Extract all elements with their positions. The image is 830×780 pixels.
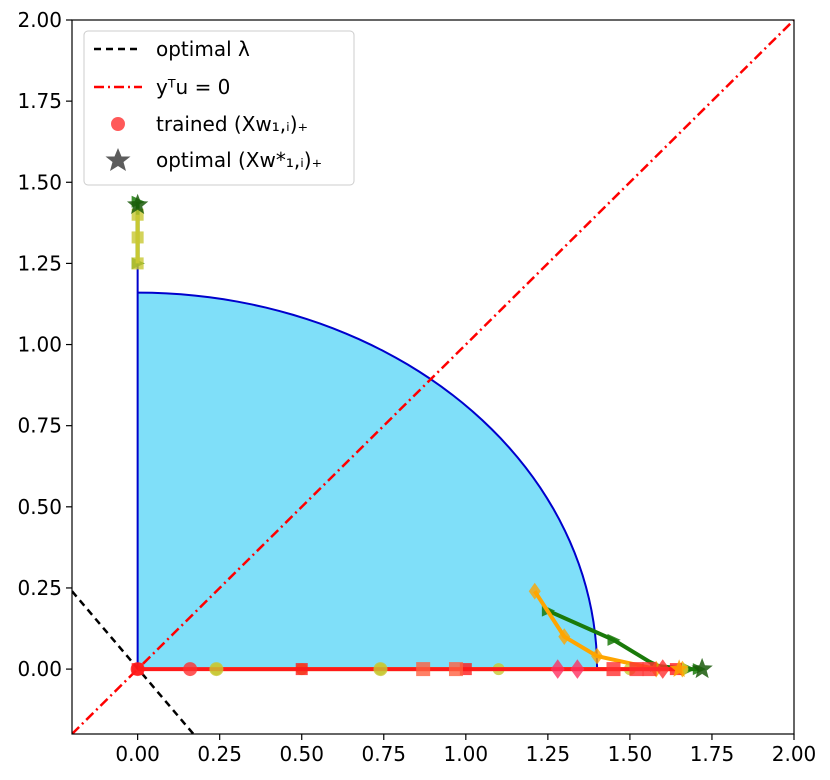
x-tick-label-0: 0.00 — [115, 742, 160, 766]
plot-frame — [71, 19, 795, 735]
trained-point-10 — [655, 659, 670, 679]
trained-point-3 — [416, 662, 431, 677]
legend: optimal λ yᵀu = 0 trained (Xw₁,ᵢ)₊ optim… — [83, 30, 355, 186]
optimal-lambda-line — [72, 590, 195, 734]
y-tick-label-4: 1.00 — [17, 333, 62, 357]
trained-point-1 — [209, 662, 224, 677]
y-tick-label-0: 0.00 — [17, 657, 62, 681]
trained-point-4 — [448, 662, 463, 677]
x-tick-label-4: 1.00 — [444, 742, 489, 766]
x-tick-label-8: 2.00 — [772, 742, 817, 766]
ytu-zero-line — [72, 20, 794, 734]
trained-point-0 — [183, 662, 198, 677]
legend-label-trained: trained (Xw₁,ᵢ)₊ — [156, 112, 308, 136]
legend-label-optimal: optimal (Xw*₁,ᵢ)₊ — [156, 148, 322, 172]
feasible-region — [137, 292, 598, 670]
trained-point-2 — [373, 662, 388, 677]
x-tick-label-7: 1.75 — [690, 742, 735, 766]
trajectory-1-marker-0 — [528, 582, 541, 600]
trajectory-1-marker-1 — [558, 628, 571, 646]
trained-point-11 — [669, 659, 689, 678]
trained-point-5 — [550, 659, 565, 679]
x-tick-label-2: 0.50 — [279, 742, 324, 766]
y-tick-label-5: 1.25 — [17, 251, 62, 275]
trajectory-3-marker-2 — [295, 663, 308, 676]
y-tick-label-7: 1.75 — [17, 89, 62, 113]
legend-label-optimal-lambda: optimal λ — [156, 37, 250, 61]
legend-swatch-trained — [111, 117, 125, 131]
x-tick-label-1: 0.25 — [197, 742, 242, 766]
trajectory-5-marker-0 — [131, 257, 144, 270]
trained-point-8 — [629, 662, 644, 677]
optimal-point-0 — [691, 657, 713, 679]
trained-point-7 — [606, 662, 621, 677]
x-tick-label-6: 1.50 — [608, 742, 653, 766]
y-tick-label-1: 0.25 — [17, 576, 62, 600]
optimal-point-1 — [126, 193, 149, 215]
x-tick-label-5: 1.25 — [526, 742, 571, 766]
trained-point-12 — [130, 662, 145, 677]
y-tick-label-6: 1.50 — [17, 170, 62, 194]
trained-point-6 — [570, 659, 585, 679]
x-tick-label-3: 0.75 — [362, 742, 407, 766]
legend-frame — [83, 30, 355, 186]
trajectory-1-marker-2 — [591, 647, 604, 665]
trajectory-0-marker-1 — [607, 633, 621, 646]
region-boundary-arc — [137, 291, 599, 670]
y-tick-label-3: 0.75 — [17, 414, 62, 438]
y-tick-label-8: 2.00 — [17, 8, 62, 32]
trained-point-9 — [642, 662, 657, 677]
legend-swatch-optimal-star — [105, 148, 131, 171]
y-tick-label-2: 0.50 — [17, 495, 62, 519]
legend-label-ytu-zero: yᵀu = 0 — [156, 75, 230, 99]
trajectory-5-marker-1 — [131, 231, 144, 244]
